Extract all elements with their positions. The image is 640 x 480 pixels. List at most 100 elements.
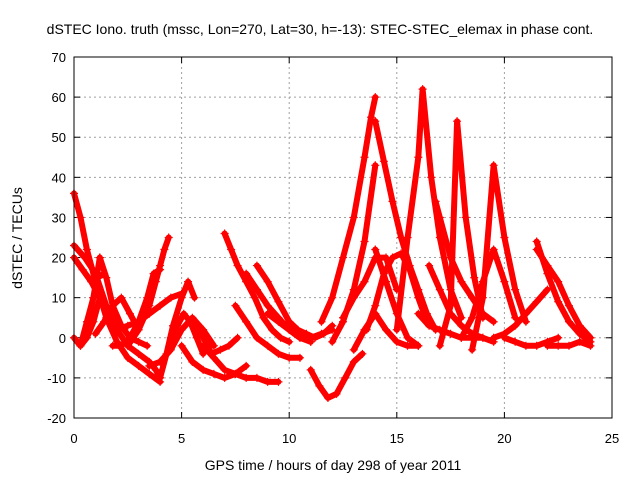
data-point: [274, 349, 283, 358]
data-point: [123, 321, 132, 330]
data-point: [489, 317, 498, 326]
data-point: [349, 345, 358, 354]
tick-labels: 0 5 10 15 20 25 -20 -10 0 10 20 30 40 50 60 70: [47, 50, 619, 446]
y-tick-label: -10: [47, 371, 66, 386]
grid: [73, 56, 613, 419]
data-point: [431, 197, 440, 206]
data-point: [511, 313, 520, 322]
data-point: [190, 293, 199, 302]
data-point: [339, 253, 347, 262]
data-point: [478, 293, 487, 302]
data-point: [252, 373, 261, 382]
y-tick-label: 0: [59, 331, 66, 346]
data-point: [341, 373, 350, 382]
data-point: [177, 325, 186, 334]
data-point: [224, 341, 233, 350]
data-point: [145, 361, 154, 370]
data-point: [435, 213, 444, 222]
series-12: [145, 313, 218, 370]
data-point: [382, 325, 391, 334]
data-point: [179, 309, 188, 318]
data-point: [151, 277, 160, 286]
data-point: [76, 341, 85, 350]
data-point: [242, 373, 251, 382]
data-point: [231, 301, 240, 310]
data-point: [468, 293, 477, 302]
y-tick-label: 10: [52, 291, 66, 306]
data-point: [216, 345, 225, 354]
data-point: [252, 333, 261, 342]
data-point: [457, 313, 466, 322]
series-38: [468, 161, 530, 354]
data-point: [242, 317, 251, 326]
data-point: [328, 321, 337, 330]
data-point: [209, 369, 218, 378]
data-point: [89, 293, 98, 302]
data-point: [349, 357, 358, 366]
data-point: [575, 321, 584, 330]
y-tick-label: 70: [52, 50, 66, 65]
data-point: [95, 253, 104, 262]
data-point: [220, 373, 229, 382]
data-point: [521, 309, 530, 318]
data-point: [543, 285, 552, 294]
data-point: [209, 341, 218, 350]
data-point: [113, 325, 122, 334]
data-point: [392, 337, 401, 346]
data-point: [489, 161, 498, 170]
data-point: [156, 301, 165, 310]
data-point: [134, 317, 143, 326]
data-point: [85, 313, 94, 322]
data-point: [263, 301, 272, 310]
data-point: [295, 353, 304, 362]
data-point: [263, 341, 272, 350]
data-point: [457, 277, 466, 286]
data-point: [274, 377, 283, 386]
data-point: [435, 285, 444, 294]
data-point: [379, 157, 388, 166]
data-point: [306, 365, 315, 374]
series-36: [435, 117, 487, 350]
data-point: [564, 317, 573, 326]
data-point: [332, 389, 341, 398]
data-point: [93, 273, 102, 282]
data-point: [388, 253, 397, 262]
data-point: [125, 309, 134, 318]
x-tick-label: 5: [178, 431, 185, 446]
series-19: [231, 301, 304, 362]
data-point: [166, 333, 175, 342]
data-point: [117, 293, 126, 302]
data-point: [371, 245, 380, 254]
series-40: [500, 333, 563, 350]
data-point: [285, 325, 294, 334]
data-point: [160, 245, 169, 254]
data-point: [295, 333, 304, 342]
data-point: [123, 353, 132, 362]
data-point: [199, 341, 208, 350]
y-tick-label: 40: [52, 170, 66, 185]
data-point: [263, 277, 272, 286]
data-point: [274, 317, 283, 326]
series-trace: [200, 342, 282, 385]
data-point: [76, 213, 85, 222]
data-point: [489, 245, 498, 254]
data-point: [199, 365, 208, 374]
x-tick-label: 0: [70, 431, 77, 446]
data-point: [586, 333, 595, 342]
data-point: [227, 245, 236, 254]
data-point: [511, 321, 520, 330]
data-points: [70, 85, 595, 402]
data-point: [274, 297, 283, 306]
data-point: [82, 245, 91, 254]
data-point: [425, 321, 434, 330]
series-17: [199, 341, 283, 386]
series-trace: [436, 118, 486, 349]
data-point: [554, 341, 563, 350]
data-point: [188, 357, 197, 366]
data-point: [468, 345, 477, 354]
series-trace: [191, 318, 241, 357]
data-point: [276, 333, 285, 342]
data-point: [220, 365, 229, 374]
data-point: [414, 285, 423, 294]
